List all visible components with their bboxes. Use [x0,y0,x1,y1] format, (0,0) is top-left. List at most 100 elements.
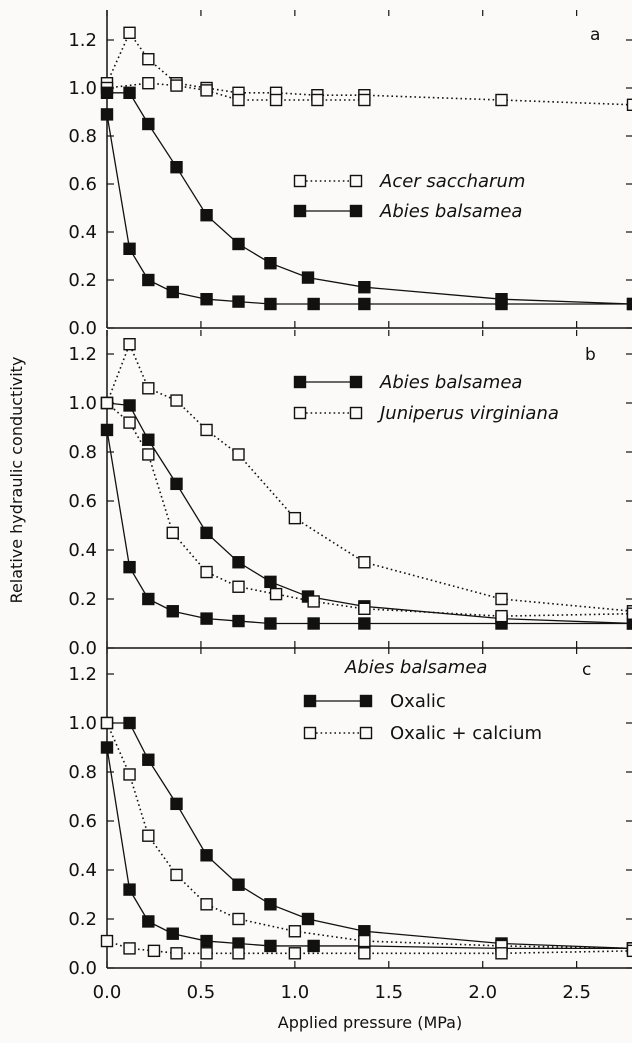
y-tick-label: 1.2 [68,344,97,365]
series-line [106,429,632,625]
data-point [269,587,283,601]
data-point [626,607,632,620]
data-point [232,93,245,107]
data-point [232,295,245,308]
data-point [142,433,155,446]
data-point [358,617,371,630]
legend-marker [303,726,317,740]
data-point [142,592,155,606]
data-point [626,297,632,311]
data-point [142,915,155,928]
y-tick-label: 1.2 [68,664,97,685]
legend: Acer saccharum Abies balsamea [293,171,525,222]
data-point [100,396,114,410]
y-tick-label: 0.6 [68,811,97,832]
data-point [200,934,213,948]
legend-marker [359,694,373,708]
data-point [358,281,371,294]
y-tick-label: 0.8 [68,126,97,147]
data-point [170,868,183,882]
data-point [232,580,245,593]
legend-marker [293,375,307,389]
data-point [123,716,136,730]
data-point [264,898,277,911]
data-point [358,934,371,948]
data-point [100,741,114,754]
x-axis-title: Applied pressure (MPa) [278,1013,462,1032]
data-point [288,511,302,525]
data-point [264,575,277,589]
data-point [264,257,277,270]
legend-marker [293,406,307,420]
data-point [200,293,213,306]
y-tick-label: 0.4 [68,860,97,881]
panel-letter: a [590,25,600,45]
panel-b: 0.0 0.2 0.4 0.6 0.8 1.0 1.2 b Abies balsamea Juni… [68,330,632,659]
data-point [495,609,508,623]
data-point [358,602,371,615]
series-line [106,402,632,617]
data-point [269,93,283,107]
data-point [142,273,155,287]
data-point [100,716,114,730]
data-point [170,394,183,407]
data-point [166,526,179,540]
series-line [106,114,632,305]
data-point [166,927,179,940]
series-line [106,747,632,950]
legend-marker [349,375,363,389]
data-point [358,556,371,569]
data-point [307,297,320,311]
x-tick-label: 0.0 [93,982,122,1003]
y-tick-label: 1.0 [68,78,97,99]
y-tick-label: 0.0 [68,638,97,659]
y-tick-label: 1.0 [68,393,97,414]
data-point [358,947,371,960]
data-point [123,883,136,896]
data-point [123,338,136,351]
data-point [170,947,183,960]
data-point [495,592,508,606]
data-point [123,768,136,781]
y-tick-label: 0.8 [68,442,97,463]
y-tick-label: 1.2 [68,30,97,51]
data-point [123,26,136,39]
panels-group: 0.0 0.2 0.4 0.6 0.8 1.0 1.2 a Acer saccharum Abie… [68,10,632,1003]
data-point [142,382,155,395]
data-point [123,242,136,256]
legend-label: Juniperus virginiana [377,403,559,424]
data-point [626,98,632,112]
y-tick-label: 0.4 [68,222,97,243]
y-tick-label: 0.6 [68,491,97,512]
y-tick-label: 1.0 [68,713,97,734]
panel-a: 0.0 0.2 0.4 0.6 0.8 1.0 1.2 a Acer saccharum Abie… [68,10,632,339]
data-point [358,297,371,311]
legend-marker [359,726,373,740]
legend: Abies balsamea Juniperus virginiana [293,372,559,424]
data-point [200,423,213,437]
data-point [142,53,155,66]
series-juniperus-virginiana [100,338,632,623]
legend-marker [293,174,307,188]
data-point [307,595,320,608]
data-point [200,208,213,222]
data-point [626,617,632,630]
data-point [170,160,183,174]
panel-letter: b [585,345,596,365]
data-point [301,271,315,284]
data-point [142,117,155,131]
y-tick-label: 0.2 [68,589,97,610]
data-point [142,753,155,766]
panel-title: Abies balsamea [344,657,487,678]
series-line [106,31,632,106]
series-acer-saccharum [100,26,632,112]
y-tick-label: 0.0 [68,318,97,339]
data-point [307,939,320,953]
y-tick-label: 0.8 [68,762,97,783]
data-point [200,565,213,579]
data-point [100,934,114,948]
data-point [358,93,371,107]
series-line [106,402,632,625]
data-point [123,942,136,955]
